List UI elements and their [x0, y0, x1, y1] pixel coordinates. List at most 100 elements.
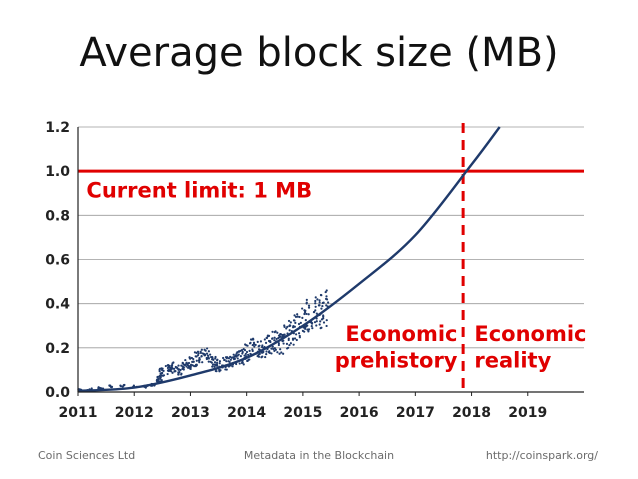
economic-prehistory-label-1: Economic	[345, 322, 457, 346]
scatter-point	[207, 350, 210, 353]
scatter-point	[251, 349, 254, 353]
scatter-point	[301, 329, 304, 332]
scatter-point	[186, 364, 190, 367]
scatter-point	[183, 364, 187, 367]
x-tick-label: 2014	[227, 405, 266, 421]
scatter-point	[156, 375, 160, 378]
scatter-point	[288, 343, 291, 347]
scatter-point	[293, 319, 296, 322]
scatter-point	[301, 307, 304, 310]
trend-series	[77, 126, 501, 393]
scatter-point	[238, 362, 241, 365]
scatter-point	[247, 358, 250, 361]
scatter-point	[171, 367, 174, 370]
scatter-point	[158, 367, 162, 370]
scatter-point	[245, 350, 249, 354]
scatter-point	[291, 338, 295, 341]
scatter-point	[318, 299, 321, 302]
scatter-point	[227, 365, 231, 368]
scatter-point	[313, 310, 316, 314]
scatter-point	[158, 370, 161, 373]
scatter-point	[214, 363, 218, 366]
scatter-point	[318, 301, 321, 304]
trend-line	[77, 126, 501, 393]
scatter-point	[263, 338, 266, 341]
scatter-point	[261, 351, 264, 354]
scatter-point	[236, 357, 239, 360]
scatter-point	[171, 362, 174, 365]
scatter-point	[297, 322, 301, 326]
x-tick-label: 2012	[115, 405, 154, 421]
scatter-point	[198, 356, 201, 360]
scatter-point	[185, 361, 188, 364]
scatter-point	[247, 353, 250, 356]
scatter-point	[235, 352, 238, 355]
scatter-point	[307, 313, 310, 316]
scatter-point	[234, 354, 237, 357]
economic-reality-label-1: Economic	[474, 322, 586, 346]
scatter-point	[315, 312, 318, 315]
scatter-point	[209, 360, 212, 363]
scatter-point	[273, 349, 276, 352]
scatter-point	[203, 348, 206, 351]
y-tick-label: 0.6	[45, 253, 70, 269]
y-tick-label: 0.8	[45, 208, 70, 224]
scatter-point	[273, 347, 276, 350]
current-limit-label: Current limit: 1 MB	[86, 179, 312, 203]
scatter-point	[314, 296, 317, 299]
scatter-point	[293, 314, 296, 317]
scatter-point	[237, 350, 241, 353]
scatter-point	[177, 364, 180, 367]
scatter-point	[303, 312, 306, 316]
scatter-point	[279, 333, 282, 336]
scatter-point	[160, 374, 163, 377]
scatter-point	[276, 331, 279, 334]
scatter-point	[294, 321, 297, 324]
scatter-point	[298, 315, 301, 319]
scatter-point	[185, 365, 188, 368]
scatter-point	[310, 325, 313, 328]
scatter-point	[235, 362, 238, 366]
chart-title: Average block size (MB)	[79, 30, 559, 76]
scatter-point	[294, 315, 298, 318]
footer-url[interactable]: http://coinspark.org/	[485, 449, 598, 462]
scatter-point	[322, 321, 326, 324]
scatter-point	[253, 345, 256, 348]
scatter-point	[265, 352, 268, 356]
scatter-point	[227, 357, 231, 360]
scatter-point	[232, 358, 236, 361]
scatter-point	[237, 353, 240, 356]
scatter-point	[265, 350, 268, 353]
scatter-point	[193, 365, 196, 368]
scatter-point	[319, 320, 322, 323]
scatter-point	[283, 333, 286, 336]
scatter-point	[254, 343, 257, 346]
economic-reality-label-2: reality	[474, 349, 551, 373]
scatter-point	[287, 319, 291, 323]
y-tick-label: 0.4	[45, 297, 70, 313]
scatter-point	[181, 361, 184, 365]
scatter-point	[295, 338, 298, 342]
y-tick-label: 1.0	[45, 164, 70, 180]
scatter-point	[213, 365, 216, 368]
scatter-point	[192, 357, 195, 361]
scatter-point	[205, 352, 209, 355]
scatter-point	[278, 352, 281, 355]
scatter-point	[293, 337, 297, 340]
scatter-point	[195, 359, 198, 362]
scatter-point	[264, 341, 268, 344]
scatter-point	[189, 365, 192, 368]
scatter-point	[280, 351, 283, 354]
scatter-point	[171, 371, 174, 374]
scatter-point	[119, 384, 122, 387]
scatter-point	[286, 325, 289, 328]
scatter-point	[158, 374, 162, 377]
scatter-point	[311, 327, 314, 330]
scatter-point	[205, 356, 208, 360]
scatter-point	[320, 307, 323, 310]
scatter-point	[299, 321, 302, 324]
scatter-point	[169, 367, 173, 370]
scatter-point	[216, 358, 219, 361]
scatter-point	[166, 369, 170, 372]
